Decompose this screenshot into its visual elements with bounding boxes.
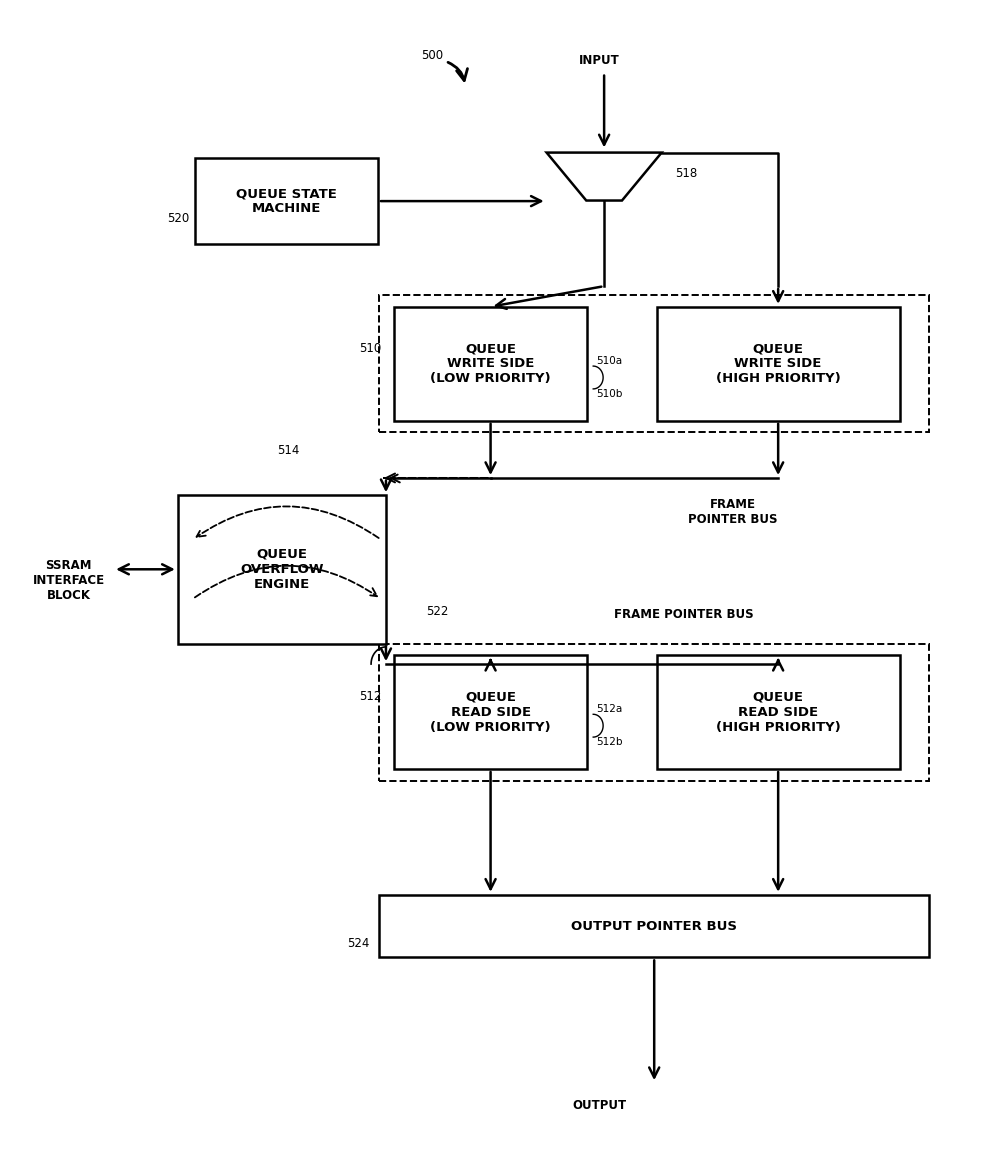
Text: INPUT: INPUT bbox=[579, 54, 620, 67]
Polygon shape bbox=[547, 153, 662, 200]
FancyBboxPatch shape bbox=[178, 496, 386, 644]
Text: SSRAM
INTERFACE
BLOCK: SSRAM INTERFACE BLOCK bbox=[33, 559, 105, 603]
Text: 512a: 512a bbox=[596, 704, 622, 714]
Text: QUEUE
READ SIDE
(LOW PRIORITY): QUEUE READ SIDE (LOW PRIORITY) bbox=[430, 690, 551, 734]
FancyBboxPatch shape bbox=[394, 307, 587, 421]
Text: FRAME POINTER BUS: FRAME POINTER BUS bbox=[614, 608, 753, 621]
Text: 520: 520 bbox=[167, 213, 190, 225]
Text: 514: 514 bbox=[277, 444, 299, 458]
FancyBboxPatch shape bbox=[394, 654, 587, 769]
Text: 512: 512 bbox=[359, 690, 381, 703]
Text: QUEUE STATE
MACHINE: QUEUE STATE MACHINE bbox=[236, 187, 337, 215]
FancyBboxPatch shape bbox=[657, 654, 900, 769]
Text: QUEUE
WRITE SIDE
(LOW PRIORITY): QUEUE WRITE SIDE (LOW PRIORITY) bbox=[430, 343, 551, 385]
Text: QUEUE
WRITE SIDE
(HIGH PRIORITY): QUEUE WRITE SIDE (HIGH PRIORITY) bbox=[716, 343, 841, 385]
Text: OUTPUT POINTER BUS: OUTPUT POINTER BUS bbox=[571, 920, 737, 933]
Text: 524: 524 bbox=[347, 937, 369, 950]
Text: QUEUE
OVERFLOW
ENGINE: QUEUE OVERFLOW ENGINE bbox=[240, 547, 324, 591]
Text: 512b: 512b bbox=[596, 737, 623, 748]
FancyBboxPatch shape bbox=[379, 895, 929, 958]
Text: 510: 510 bbox=[359, 342, 381, 354]
FancyBboxPatch shape bbox=[195, 159, 378, 244]
Text: 522: 522 bbox=[426, 605, 448, 619]
Text: 510b: 510b bbox=[596, 389, 623, 399]
Text: 500: 500 bbox=[421, 49, 443, 62]
Text: OUTPUT: OUTPUT bbox=[572, 1098, 626, 1112]
FancyBboxPatch shape bbox=[657, 307, 900, 421]
Text: 518: 518 bbox=[676, 167, 698, 179]
Text: FRAME
POINTER BUS: FRAME POINTER BUS bbox=[688, 498, 778, 527]
Text: QUEUE
READ SIDE
(HIGH PRIORITY): QUEUE READ SIDE (HIGH PRIORITY) bbox=[716, 690, 841, 734]
Text: 510a: 510a bbox=[596, 356, 622, 366]
